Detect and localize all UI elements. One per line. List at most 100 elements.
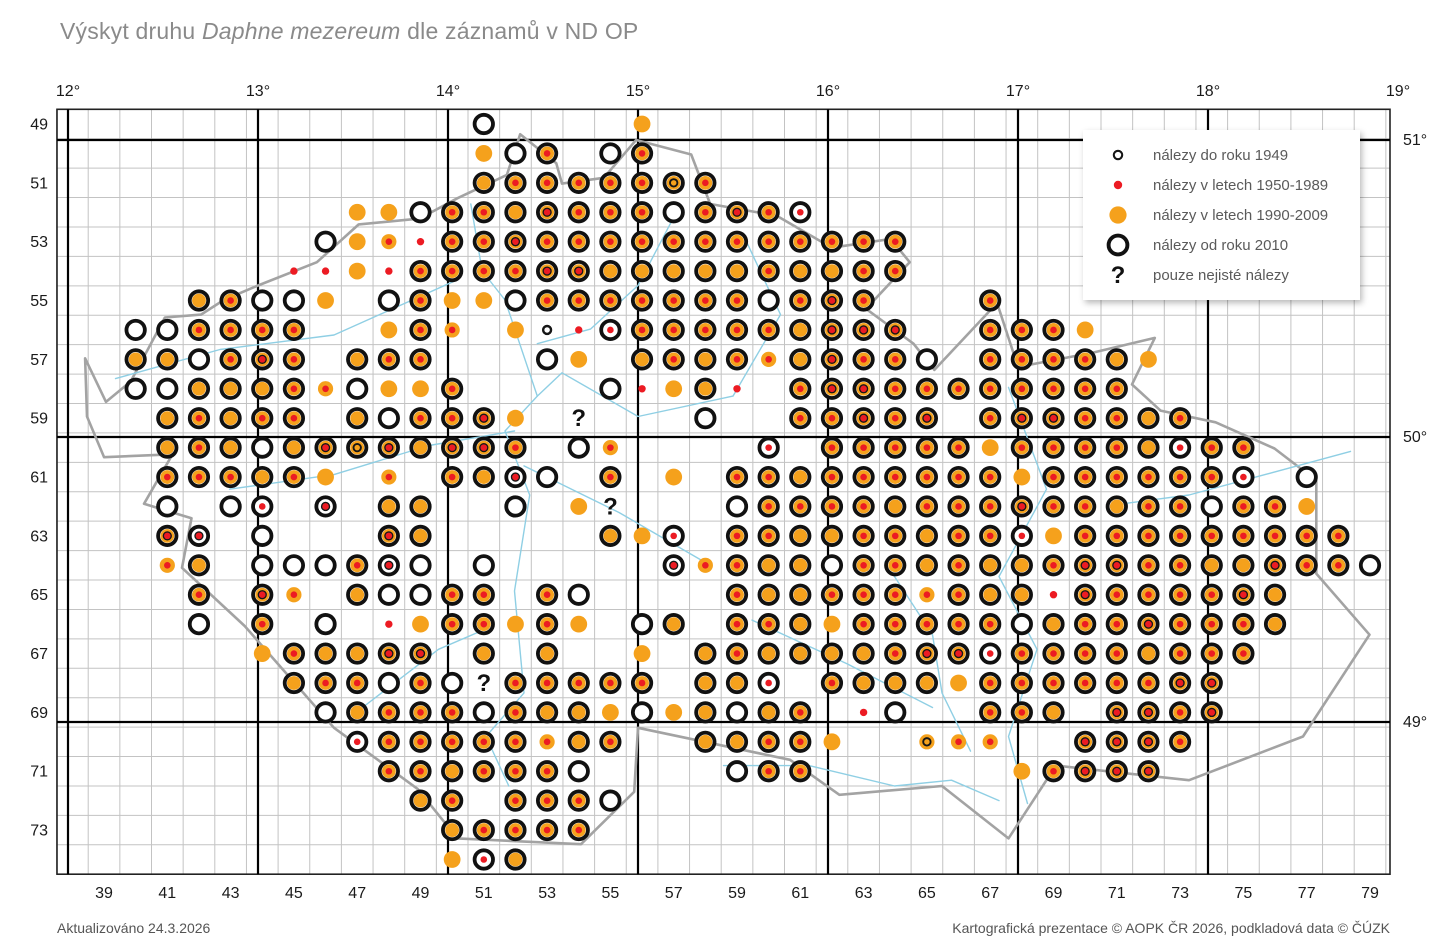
grid-marker: [409, 318, 432, 342]
grid-marker: [475, 292, 493, 309]
grid-marker: [979, 465, 1002, 489]
axis-tick-label: 69: [1045, 885, 1063, 902]
axis-tick-label: 69: [30, 705, 48, 722]
grid-marker: [1074, 495, 1097, 518]
grid-marker: [1010, 642, 1033, 665]
grid-marker: [757, 760, 780, 783]
axis-tick-label: 53: [538, 885, 556, 902]
grid-marker: [947, 524, 970, 547]
grid-marker: [1232, 583, 1255, 606]
grid-marker: [124, 318, 147, 342]
axis-tick-label: 14°: [436, 83, 460, 100]
grid-marker: [187, 554, 211, 577]
axis-tick-label: 41: [158, 885, 176, 902]
grid-marker: [1010, 407, 1033, 430]
grid-marker: [1137, 554, 1160, 577]
grid-marker: [919, 587, 935, 603]
grid-marker: [1232, 465, 1255, 489]
grid-marker: [1105, 642, 1128, 665]
grid-marker: [1169, 671, 1192, 695]
grid-marker: [633, 115, 651, 133]
grid-marker: [472, 112, 495, 136]
grid-marker: [314, 642, 337, 665]
grid-marker: [535, 760, 559, 783]
grid-marker: [314, 554, 337, 577]
grid-marker: [1074, 407, 1097, 430]
grid-marker: [504, 730, 527, 753]
axis-tick-label: 13°: [246, 83, 270, 100]
grid-marker: [412, 380, 429, 398]
grid-marker: [915, 407, 939, 430]
axis-tick-label: ?: [571, 405, 586, 432]
grid-marker: [694, 348, 717, 371]
grid-marker: [381, 234, 397, 250]
grid-marker: [187, 465, 211, 489]
grid-marker: [820, 407, 844, 430]
grid-marker: [789, 613, 812, 636]
grid-marker: [409, 201, 432, 224]
legend: nálezy do roku 1949 nálezy v letech 1950-…: [1083, 130, 1360, 300]
grid-marker: [535, 789, 559, 812]
axis-tick-label: 59: [728, 885, 746, 902]
grid-marker: [441, 201, 464, 224]
grid-marker: [472, 760, 495, 783]
grid-marker: [541, 324, 553, 336]
grid-marker: [852, 465, 875, 489]
grid-marker: [852, 318, 875, 342]
grid-marker: [789, 348, 812, 371]
grid-marker: [472, 642, 495, 665]
grid-marker: [725, 465, 749, 489]
grid-marker: [915, 671, 939, 695]
svg-text:?: ?: [1111, 262, 1126, 288]
grid-marker: ?: [476, 670, 491, 697]
grid-marker: [884, 613, 907, 636]
grid-marker: [662, 201, 685, 224]
grid-marker: [187, 613, 211, 636]
axis-tick-label: 79: [1361, 885, 1379, 902]
grid-marker: [915, 495, 939, 518]
grid-marker: [1169, 730, 1192, 753]
grid-marker: [599, 465, 622, 489]
grid-marker: [472, 407, 495, 430]
grid-marker: [1042, 613, 1065, 636]
grid-marker: [789, 495, 812, 518]
grid-marker: [251, 524, 274, 547]
grid-marker: [915, 436, 939, 459]
grid-marker: [535, 583, 559, 606]
legend-item: nálezy do roku 1949: [1083, 140, 1360, 170]
grid-marker: [1074, 613, 1097, 636]
grid-marker: [1232, 524, 1255, 547]
grid-marker: [757, 554, 780, 577]
grid-marker: [915, 348, 939, 371]
grid-marker: [1010, 671, 1033, 695]
grid-marker: [282, 289, 305, 312]
grid-marker: [346, 701, 369, 724]
grid-marker: [662, 289, 685, 312]
grid-marker: [820, 289, 844, 312]
legend-symbol-r-icon: [1083, 172, 1153, 198]
grid-marker: [884, 377, 907, 400]
grid-marker: [567, 583, 590, 606]
axis-tick-label: 65: [30, 587, 48, 604]
grid-marker: [412, 615, 429, 633]
grid-marker: [820, 642, 844, 665]
grid-marker: [665, 380, 683, 398]
grid-marker: [757, 701, 780, 724]
legend-item-label: nálezy v letech 1950-1989: [1153, 176, 1329, 194]
axis-tick-label: 49: [412, 885, 430, 902]
grid-marker: [694, 289, 717, 312]
grid-marker: [1263, 524, 1287, 547]
legend-symbol-O-icon: [1083, 232, 1153, 258]
grid-marker: [979, 583, 1002, 606]
grid-marker: [733, 385, 741, 393]
grid-marker: [409, 730, 432, 753]
grid-marker: [859, 708, 868, 717]
grid-marker: [1263, 613, 1287, 636]
markers-layer: ???: [124, 112, 1382, 871]
axis-tick-label: 19°: [1386, 83, 1410, 100]
grid-marker: [884, 436, 907, 459]
grid-marker: [947, 436, 970, 459]
grid-marker: [1232, 554, 1255, 577]
axis-tick-label: 15°: [626, 83, 650, 100]
grid-marker: [852, 671, 875, 695]
